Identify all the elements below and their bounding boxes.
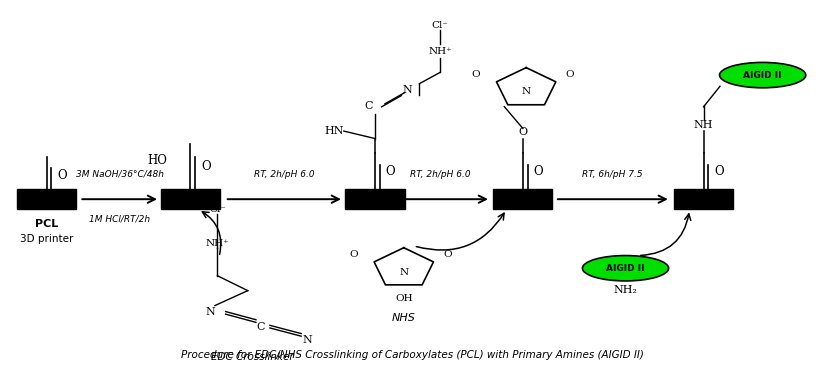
Ellipse shape: [719, 62, 806, 88]
Text: Cl⁻: Cl⁻: [432, 21, 448, 30]
Text: N: N: [205, 307, 215, 317]
Text: NH₂: NH₂: [614, 285, 638, 295]
Text: 1M HCl/RT/2h: 1M HCl/RT/2h: [89, 214, 150, 223]
Text: O: O: [471, 70, 480, 79]
Text: O: O: [565, 70, 574, 79]
Text: O: O: [534, 165, 543, 178]
Text: C: C: [364, 100, 372, 111]
Text: Procedure for EDC/NHS Crosslinking of Carboxylates (PCL) with Primary Amines (AI: Procedure for EDC/NHS Crosslinking of Ca…: [180, 350, 644, 360]
Bar: [161, 189, 220, 209]
Text: PCL: PCL: [35, 219, 59, 229]
Text: 3M NaOH/36°C/48h: 3M NaOH/36°C/48h: [76, 170, 164, 179]
Text: RT, 2h/pH 6.0: RT, 2h/pH 6.0: [410, 170, 471, 179]
Text: EDC Crosslinker: EDC Crosslinker: [211, 352, 293, 362]
Text: HN: HN: [325, 126, 344, 136]
Text: RT, 6h/pH 7.5: RT, 6h/pH 7.5: [583, 170, 643, 179]
Text: O: O: [443, 250, 452, 259]
Text: N: N: [522, 87, 531, 96]
Text: NH⁺: NH⁺: [428, 47, 452, 56]
Text: NH: NH: [694, 120, 714, 130]
Text: O: O: [201, 160, 211, 173]
Text: O: O: [57, 169, 67, 182]
Text: Cl⁻: Cl⁻: [209, 205, 226, 214]
Text: C: C: [257, 321, 265, 332]
Text: OH: OH: [395, 294, 413, 303]
Bar: [494, 189, 552, 209]
Text: O: O: [714, 165, 723, 178]
Text: N: N: [403, 85, 413, 95]
Text: NHS: NHS: [392, 313, 416, 323]
Text: 3D printer: 3D printer: [20, 234, 73, 244]
Bar: [17, 189, 76, 209]
Text: O: O: [349, 250, 358, 259]
Text: N: N: [302, 335, 312, 346]
Text: NH⁺: NH⁺: [205, 239, 229, 248]
Bar: [345, 189, 405, 209]
Text: RT, 2h/pH 6.0: RT, 2h/pH 6.0: [254, 170, 315, 179]
Text: AIGID II: AIGID II: [606, 264, 644, 273]
Text: O: O: [518, 127, 527, 138]
Text: HO: HO: [147, 155, 167, 167]
Text: N: N: [399, 268, 409, 277]
Bar: [674, 189, 733, 209]
Ellipse shape: [583, 256, 668, 281]
Text: AIGID II: AIGID II: [743, 71, 782, 80]
Text: O: O: [386, 165, 396, 178]
